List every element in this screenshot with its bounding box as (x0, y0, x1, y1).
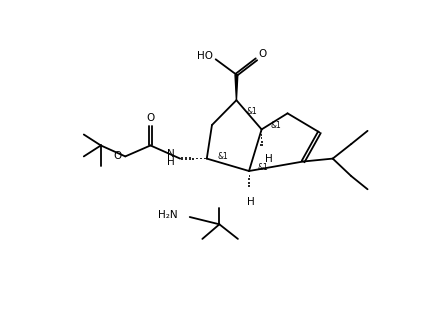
Text: O: O (146, 113, 154, 123)
Text: H: H (168, 157, 175, 167)
Text: H: H (247, 197, 254, 207)
Text: O: O (114, 151, 122, 161)
Text: &1: &1 (217, 152, 228, 161)
Text: &1: &1 (258, 163, 269, 172)
Text: H₂N: H₂N (157, 210, 177, 220)
Text: &1: &1 (270, 121, 281, 129)
Text: HO: HO (197, 51, 213, 61)
Polygon shape (235, 75, 238, 100)
Text: N: N (168, 149, 175, 159)
Text: O: O (258, 49, 266, 59)
Text: H: H (264, 154, 272, 164)
Text: &1: &1 (247, 108, 258, 116)
